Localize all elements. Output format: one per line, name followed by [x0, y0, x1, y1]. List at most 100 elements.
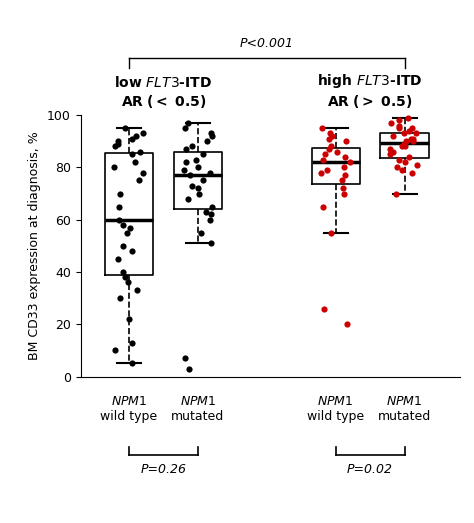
- Point: [135, 176, 143, 185]
- Point: [341, 153, 349, 161]
- Text: $\it{NPM1}$
mutated: $\it{NPM1}$ mutated: [378, 395, 431, 423]
- Point: [203, 137, 211, 145]
- Point: [393, 163, 401, 172]
- Point: [123, 229, 130, 237]
- Point: [396, 116, 403, 124]
- Point: [407, 134, 415, 143]
- Point: [413, 161, 421, 169]
- Point: [115, 137, 122, 145]
- Point: [320, 304, 328, 313]
- Point: [188, 142, 196, 151]
- Text: $\it{NPM1}$
mutated: $\it{NPM1}$ mutated: [171, 395, 224, 423]
- Text: low $\bf\mathit{FLT3}$-$\bf{ITD}$
$\bf{AR\ (<\ 0.5)}$: low $\bf\mathit{FLT3}$-$\bf{ITD}$ $\bf{A…: [114, 75, 212, 110]
- Point: [208, 202, 216, 211]
- Point: [188, 181, 196, 190]
- Point: [208, 132, 216, 140]
- Point: [339, 184, 346, 192]
- Point: [206, 215, 214, 224]
- Point: [386, 145, 394, 153]
- Point: [126, 315, 133, 323]
- Point: [116, 189, 124, 198]
- Point: [184, 119, 191, 127]
- Y-axis label: BM CD33 expression at diagnosis, %: BM CD33 expression at diagnosis, %: [28, 131, 41, 360]
- Point: [139, 129, 146, 138]
- Point: [119, 268, 127, 276]
- Point: [392, 189, 400, 198]
- Point: [342, 137, 349, 145]
- Point: [114, 255, 122, 263]
- Point: [395, 121, 403, 130]
- Point: [136, 147, 144, 156]
- Point: [115, 202, 123, 211]
- Point: [343, 320, 350, 328]
- Point: [323, 166, 330, 174]
- Point: [128, 247, 136, 255]
- Point: [333, 147, 341, 156]
- Point: [116, 215, 123, 224]
- Point: [194, 163, 201, 172]
- Point: [328, 229, 335, 237]
- Point: [317, 168, 325, 177]
- Point: [319, 202, 327, 211]
- Point: [405, 127, 412, 135]
- Point: [325, 145, 333, 153]
- Point: [401, 158, 409, 166]
- Point: [128, 150, 136, 158]
- Point: [395, 155, 403, 164]
- Point: [338, 176, 346, 185]
- Text: $\it{NPM1}$
wild type: $\it{NPM1}$ wild type: [100, 395, 157, 423]
- Point: [121, 273, 128, 281]
- Point: [181, 124, 188, 132]
- Point: [207, 239, 214, 247]
- Point: [400, 129, 408, 138]
- Point: [409, 168, 416, 177]
- Point: [208, 129, 215, 138]
- Point: [132, 132, 140, 140]
- Point: [401, 140, 408, 148]
- Point: [121, 124, 129, 132]
- Point: [318, 124, 326, 132]
- Text: P=0.26: P=0.26: [140, 463, 186, 476]
- Point: [118, 242, 126, 250]
- Point: [126, 223, 133, 232]
- Point: [327, 129, 334, 138]
- Point: [412, 129, 420, 138]
- Point: [399, 142, 406, 151]
- Point: [388, 119, 395, 127]
- Point: [182, 145, 190, 153]
- Point: [409, 137, 417, 145]
- Point: [328, 142, 335, 151]
- Point: [128, 134, 136, 143]
- Point: [319, 155, 327, 164]
- Point: [328, 132, 336, 140]
- Point: [184, 195, 192, 203]
- Point: [202, 208, 210, 216]
- Point: [111, 346, 119, 355]
- Point: [403, 137, 410, 145]
- Point: [128, 338, 136, 347]
- Point: [398, 166, 406, 174]
- Point: [389, 147, 397, 156]
- Point: [346, 158, 354, 166]
- Point: [119, 221, 127, 229]
- Point: [340, 163, 348, 172]
- Point: [128, 359, 136, 368]
- Point: [180, 166, 187, 174]
- Text: high $\bf\mathit{FLT3}$-$\bf{ITD}$
$\bf{AR\ (>\ 0.5)}$: high $\bf\mathit{FLT3}$-$\bf{ITD}$ $\bf{…: [318, 72, 423, 110]
- Point: [325, 134, 333, 143]
- Point: [206, 168, 214, 177]
- Text: $\it{NPM1}$
wild type: $\it{NPM1}$ wild type: [307, 395, 364, 423]
- Point: [387, 150, 394, 158]
- Point: [112, 142, 119, 151]
- Point: [192, 155, 200, 164]
- Point: [182, 158, 190, 166]
- Point: [185, 365, 192, 373]
- Point: [321, 150, 328, 158]
- Point: [139, 168, 147, 177]
- Point: [195, 189, 203, 198]
- Point: [207, 210, 215, 219]
- Point: [124, 278, 131, 287]
- Point: [116, 294, 124, 302]
- Point: [200, 150, 207, 158]
- Point: [340, 189, 348, 198]
